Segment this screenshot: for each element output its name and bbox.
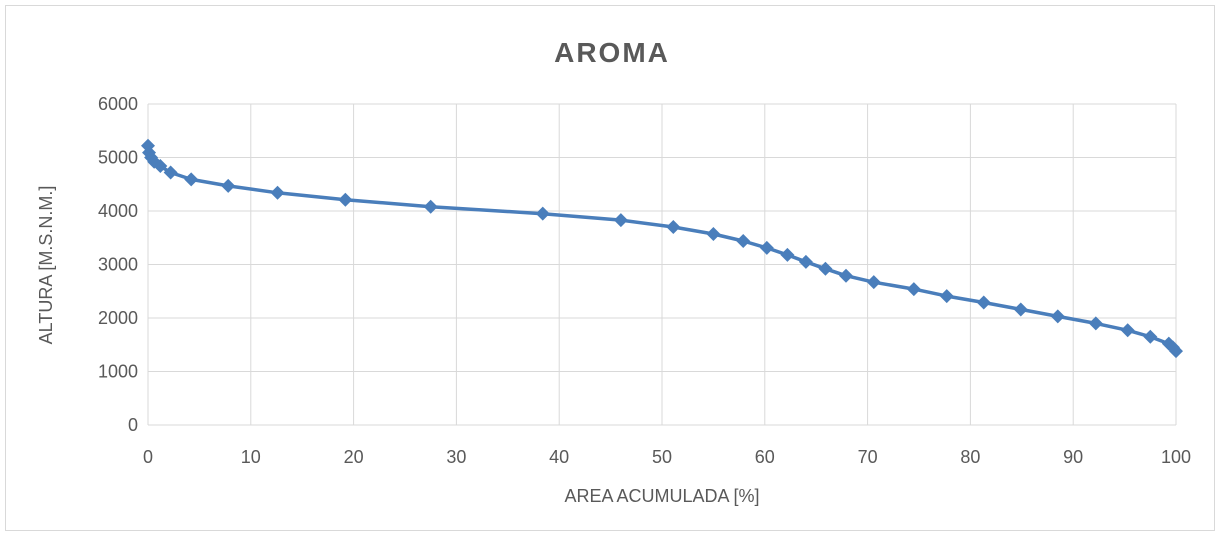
data-point-marker: [184, 172, 199, 187]
y-tick-label: 0: [128, 415, 138, 435]
data-point-marker: [1013, 302, 1028, 317]
data-point-marker: [423, 199, 438, 214]
data-point-marker: [163, 165, 178, 180]
data-point-marker: [1143, 329, 1158, 344]
x-tick-label: 10: [241, 447, 261, 467]
data-point-marker: [1120, 323, 1135, 338]
x-tick-label: 90: [1063, 447, 1083, 467]
y-axis-label: ALTURA [M.S.N.M.]: [36, 186, 56, 345]
chart-title: AROMA: [554, 37, 670, 68]
y-tick-label: 2000: [98, 308, 138, 328]
data-point-marker: [535, 206, 550, 221]
chart-frame: [5, 5, 1215, 531]
data-point-marker: [1088, 316, 1103, 331]
data-point-marker: [736, 233, 751, 248]
x-axis-label: AREA ACUMULADA [%]: [564, 486, 759, 506]
x-tick-label: 0: [143, 447, 153, 467]
data-point-marker: [780, 247, 795, 262]
x-tick-label: 80: [960, 447, 980, 467]
x-tick-label: 50: [652, 447, 672, 467]
data-point-marker: [706, 227, 721, 242]
y-tick-label: 1000: [98, 362, 138, 382]
x-tick-label: 70: [858, 447, 878, 467]
data-point-marker: [338, 192, 353, 207]
data-point-marker: [939, 289, 954, 304]
data-point-marker: [818, 261, 833, 276]
y-tick-label: 3000: [98, 255, 138, 275]
data-point-marker: [759, 240, 774, 255]
data-point-marker: [270, 185, 285, 200]
data-point-marker: [221, 178, 236, 193]
data-point-marker: [1169, 344, 1183, 359]
data-point-marker: [866, 275, 881, 290]
data-point-marker: [798, 254, 813, 269]
y-tick-labels: 0 1000 2000 3000 4000 5000 6000: [98, 94, 138, 435]
y-tick-label: 5000: [98, 148, 138, 168]
x-tick-labels: 0 10 20 30 40 50 60 70 80 90 100: [143, 447, 1191, 467]
data-point-marker: [666, 220, 681, 235]
data-point-marker: [153, 159, 168, 174]
y-tick-label: 6000: [98, 94, 138, 114]
data-point-marker: [976, 295, 991, 310]
data-point-marker: [1050, 309, 1065, 324]
series-group: [141, 138, 1183, 359]
x-tick-label: 30: [446, 447, 466, 467]
x-tick-label: 40: [549, 447, 569, 467]
x-tick-label: 100: [1161, 447, 1191, 467]
data-point-marker: [906, 282, 921, 297]
x-tick-label: 20: [344, 447, 364, 467]
data-point-marker: [839, 268, 854, 283]
data-point-marker: [613, 213, 628, 228]
grid: [147, 103, 1177, 426]
y-tick-label: 4000: [98, 201, 138, 221]
x-tick-label: 60: [755, 447, 775, 467]
